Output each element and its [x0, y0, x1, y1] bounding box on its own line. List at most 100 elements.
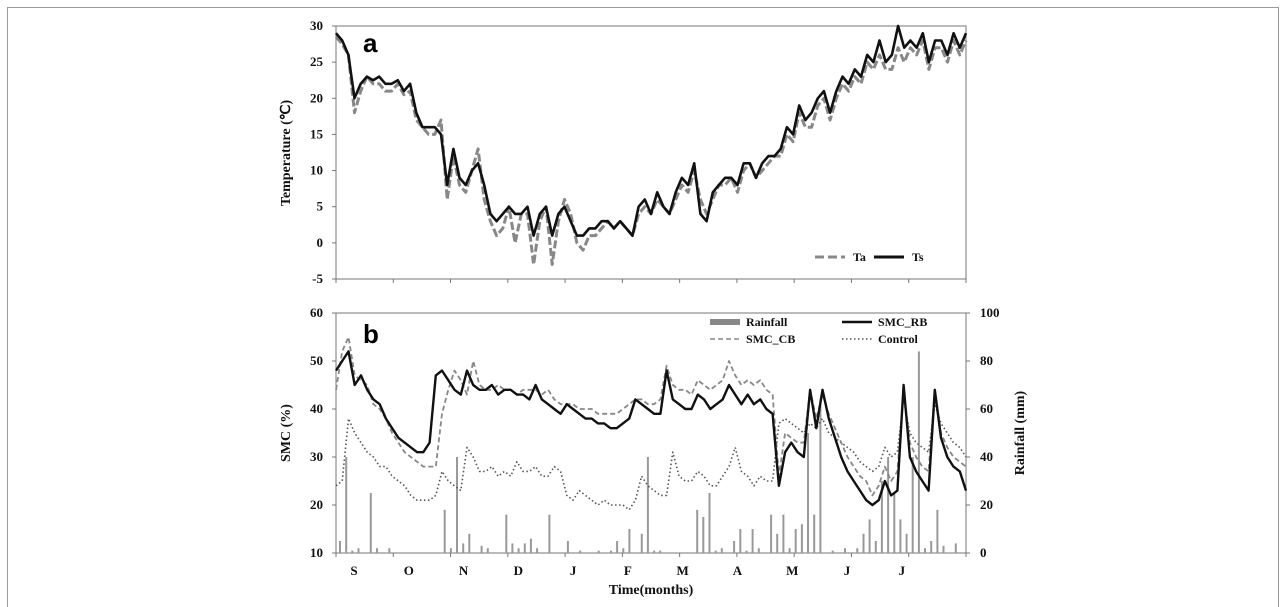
- rainfall-bar: [831, 550, 834, 553]
- rainfall-bar: [899, 519, 902, 553]
- rainfall-bar: [369, 493, 372, 553]
- rainfall-bar: [529, 538, 532, 553]
- rainfall-bar: [720, 548, 723, 553]
- rainfall-bar: [739, 529, 742, 553]
- panel-b-right-tick-label: 60: [980, 401, 993, 416]
- rainfall-bar: [456, 457, 458, 553]
- x-tick-label: J: [570, 563, 577, 578]
- panel-b-y-axis-label: SMC (%): [279, 404, 294, 462]
- panel-b-y-tick-label: 50: [310, 353, 323, 368]
- rainfall-bar: [579, 550, 582, 553]
- rainfall-bar: [610, 550, 612, 553]
- rainfall-bar: [462, 543, 465, 553]
- x-tick-label: J: [899, 563, 906, 578]
- rainfall-bar: [696, 509, 699, 553]
- panel-a-legend: Ta Ts: [815, 250, 924, 264]
- rainfall-bar: [388, 548, 391, 553]
- control-line: [335, 398, 967, 511]
- rainfall-bar: [468, 533, 471, 553]
- rainfall-bar: [449, 548, 452, 553]
- rainfall-bar: [357, 548, 360, 553]
- rainfall-bar: [480, 545, 483, 553]
- panel-b-plot-area: [335, 312, 967, 554]
- panel-a-plot-area: [335, 25, 967, 280]
- rainfall-bar: [505, 514, 508, 553]
- x-tick-label: F: [624, 563, 632, 578]
- rainfall-bar: [548, 514, 551, 553]
- figure-frame: [7, 7, 1279, 607]
- panel-b-y-tick-label: 20: [310, 497, 323, 512]
- rainfall-bar: [862, 533, 865, 553]
- legend-ts-label: Ts: [912, 250, 924, 264]
- x-axis-label: Time(months): [609, 583, 694, 597]
- rainfall-bar: [788, 548, 791, 553]
- ta-line: [334, 35, 968, 266]
- rainfall-bar: [733, 541, 736, 553]
- rainfall-bar: [893, 493, 896, 553]
- ts-line: [335, 24, 968, 237]
- rainfall-bar: [874, 541, 877, 553]
- rainfall-bar: [856, 548, 859, 553]
- x-tick-label: M: [786, 563, 798, 578]
- rainfall-bar: [936, 509, 939, 553]
- rainfall-bar: [776, 533, 779, 553]
- rainfall-bar: [917, 351, 920, 553]
- rainfall-bar: [844, 548, 846, 553]
- rainfall-bar: [819, 399, 822, 553]
- rainfall-bar: [345, 457, 348, 553]
- panel-b-legend: Rainfall SMC_RB SMC_CB Control: [710, 315, 927, 346]
- panel-b-right-axis-label: Rainfall (mm): [1013, 390, 1028, 475]
- rainfall-bar: [702, 517, 705, 553]
- rainfall-bar: [659, 550, 662, 553]
- rainfall-bar: [807, 433, 809, 553]
- rainfall-bar: [757, 548, 760, 553]
- rainfall-bar: [813, 514, 816, 553]
- x-tick-label: S: [350, 563, 357, 578]
- rainfall-bar: [616, 541, 619, 553]
- panel-b-y-tick-label: 30: [310, 449, 323, 464]
- rainfall-bar: [930, 541, 933, 553]
- rainfall-bar: [924, 548, 926, 553]
- rainfall-bar: [622, 548, 625, 553]
- rainfall-bar: [536, 548, 539, 553]
- panel-a: a Temperature (℃) 30 25 20 15 10 5 0 -5 Ta Ts: [279, 18, 968, 286]
- legend-rainfall-label: Rainfall: [746, 315, 788, 329]
- rainfall-bar: [782, 514, 785, 553]
- rainfall-bar: [942, 545, 945, 553]
- rainfall-bar: [905, 533, 908, 553]
- panel-b-right-tick-label: 20: [980, 497, 993, 512]
- rainfall-bar: [708, 493, 711, 553]
- smc-cb-line: [335, 336, 967, 497]
- panel-a-label: a: [363, 28, 378, 58]
- panel-a-lines: [334, 24, 968, 266]
- panel-b-right-tick-label: 100: [980, 305, 1000, 320]
- panel-a-y-tick-label: 10: [310, 163, 323, 178]
- rainfall-bar: [794, 529, 797, 553]
- rainfall-bar: [566, 541, 569, 553]
- x-tick-label: A: [733, 563, 743, 578]
- legend-smc-cb-label: SMC_CB: [746, 332, 795, 346]
- panel-b-right-tick-label: 40: [980, 449, 993, 464]
- panel-b-lines: [334, 336, 968, 511]
- x-tick-label: D: [514, 563, 523, 578]
- rainfall-bar: [714, 550, 717, 553]
- rainfall-bar: [339, 541, 341, 553]
- rainfall-bar: [511, 543, 514, 553]
- panel-b-right-ticks: 100 80 60 40 20 0: [966, 305, 1000, 560]
- rainfall-bar: [745, 550, 748, 553]
- rainfall-bar: [911, 457, 914, 553]
- x-tick-label: O: [404, 563, 414, 578]
- rainfall-bar: [640, 533, 643, 553]
- panel-a-y-tick-label: 5: [317, 199, 324, 214]
- panel-a-y-axis-label: Temperature (℃): [279, 100, 294, 207]
- legend-control-label: Control: [878, 332, 918, 346]
- panel-b-y-ticks: 60 50 40 30 20 10: [310, 305, 336, 560]
- legend-smc-rb-label: SMC_RB: [878, 315, 927, 329]
- panel-a-y-tick-label: 25: [310, 54, 324, 69]
- rainfall-bar: [770, 514, 773, 553]
- panel-b-y-tick-label: 40: [310, 401, 323, 416]
- panel-a-y-tick-label: 30: [310, 18, 323, 33]
- panel-b: b SMC (%) Rainfall (mm) Time(months) 60 5…: [279, 305, 1028, 597]
- rainfall-bar: [351, 550, 354, 553]
- rainfall-bar: [486, 548, 489, 553]
